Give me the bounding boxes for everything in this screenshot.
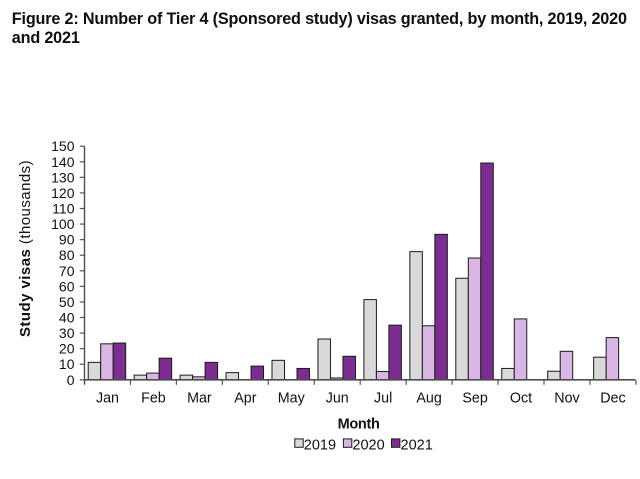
svg-text:150: 150 — [51, 138, 75, 154]
svg-text:60: 60 — [59, 278, 75, 294]
svg-text:Jun: Jun — [326, 390, 349, 406]
svg-text:10: 10 — [59, 356, 75, 372]
svg-text:Study visas (thousands): Study visas (thousands) — [17, 160, 34, 337]
svg-text:Mar: Mar — [187, 390, 212, 406]
svg-text:Jan: Jan — [96, 390, 119, 406]
svg-text:30: 30 — [59, 325, 75, 341]
svg-text:140: 140 — [51, 154, 75, 170]
svg-text:Feb: Feb — [141, 390, 166, 406]
svg-text:Apr: Apr — [234, 390, 256, 406]
svg-text:130: 130 — [51, 169, 75, 185]
svg-text:2020: 2020 — [352, 437, 384, 453]
svg-text:Aug: Aug — [416, 390, 441, 406]
svg-text:Dec: Dec — [600, 390, 625, 406]
svg-text:May: May — [278, 390, 306, 406]
svg-text:20: 20 — [59, 341, 75, 357]
svg-text:50: 50 — [59, 294, 75, 310]
svg-text:100: 100 — [51, 216, 75, 232]
svg-text:Nov: Nov — [554, 390, 580, 406]
svg-text:2019: 2019 — [304, 437, 336, 453]
svg-text:70: 70 — [59, 263, 75, 279]
svg-text:Oct: Oct — [510, 390, 532, 406]
svg-text:80: 80 — [59, 247, 75, 263]
svg-text:2021: 2021 — [401, 437, 433, 453]
svg-text:Month: Month — [338, 416, 380, 432]
svg-text:40: 40 — [59, 310, 75, 326]
svg-text:120: 120 — [51, 185, 75, 201]
svg-text:0: 0 — [67, 372, 75, 388]
svg-text:90: 90 — [59, 232, 75, 248]
svg-text:Jul: Jul — [374, 390, 392, 406]
svg-text:110: 110 — [52, 201, 75, 217]
svg-text:Sep: Sep — [462, 390, 487, 406]
